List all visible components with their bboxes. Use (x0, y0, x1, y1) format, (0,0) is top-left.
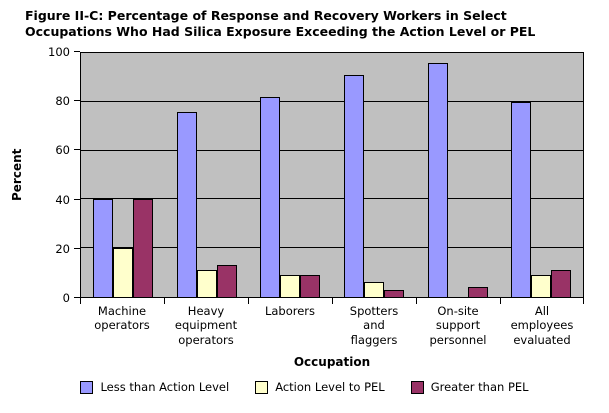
category-labels: Machine operators Heavy equipment operato… (80, 304, 584, 347)
bar-group-5 (416, 53, 500, 297)
y-axis-tick-labels: 0 20 40 60 80 100 (0, 45, 70, 305)
category-label-5: On-site support personnel (429, 304, 487, 347)
bar-series2-group6 (531, 275, 552, 297)
x-boundary-tick-2 (247, 298, 249, 304)
x-boundary-tick-4 (415, 298, 417, 304)
bar-series3-group4 (383, 289, 404, 297)
y-tick-label-80: 80 (55, 94, 70, 109)
bar-groups (81, 53, 583, 297)
y-tick-0 (74, 297, 80, 298)
bar-series1-group3 (260, 96, 281, 297)
bar-group-3 (248, 53, 332, 297)
bar-series2-group3 (280, 275, 301, 297)
legend-label-2: Action Level to PEL (275, 380, 385, 394)
legend-swatch-1 (80, 380, 94, 394)
gridlines (81, 53, 583, 297)
y-tick-label-20: 20 (55, 241, 70, 256)
bar-series3-group1 (132, 199, 153, 297)
y-tick-label-100: 100 (48, 45, 70, 59)
bar-series2-group1 (112, 248, 133, 297)
x-axis-tick-marks (80, 298, 584, 304)
bar-series3-group3 (300, 275, 321, 297)
plot-area (80, 52, 584, 298)
category-label-6: All employees evaluated (510, 304, 574, 347)
y-tick-20 (74, 247, 80, 249)
bar-group-2 (165, 53, 249, 297)
legend-label-1: Less than Action Level (100, 380, 230, 394)
bar-series1-group1 (92, 199, 113, 297)
legend-label-3: Greater than PEL (430, 380, 529, 394)
y-tick-40 (74, 198, 80, 200)
x-boundary-tick-0 (80, 298, 81, 304)
x-boundary-tick-1 (163, 298, 165, 304)
y-tick-label-40: 40 (55, 192, 70, 207)
bar-series3-group5 (467, 287, 488, 297)
y-tick-80 (74, 100, 80, 102)
legend-item-1: Less than Action Level (80, 380, 229, 394)
legend-item-2: Action Level to PEL (255, 380, 385, 394)
y-tick-label-60: 60 (55, 143, 70, 158)
x-axis-title: Occupation (293, 355, 371, 369)
bar-series3-group6 (551, 270, 572, 297)
gridline-60 (81, 149, 583, 151)
bar-group-4 (332, 53, 416, 297)
chart-title-line-2: Occupations Who Had Silica Exposure Exce… (25, 24, 536, 40)
y-axis-tick-marks (74, 51, 80, 298)
bar-series3-group2 (216, 265, 237, 297)
legend: Less than Action Level Action Level to PE… (0, 380, 609, 394)
bar-group-6 (499, 53, 583, 297)
bar-series1-group6 (511, 101, 532, 297)
legend-swatch-2 (255, 380, 269, 394)
bar-group-1 (81, 53, 165, 297)
legend-swatch-3 (410, 380, 424, 394)
gridline-80 (81, 100, 583, 102)
y-tick-60 (74, 149, 80, 151)
category-label-3: Laborers (264, 304, 316, 318)
x-boundary-tick-3 (332, 298, 333, 304)
y-tick-100 (74, 51, 80, 52)
legend-item-3: Greater than PEL (410, 380, 529, 394)
chart-title: Figure II-C: Percentage of Response and … (25, 8, 535, 41)
bar-series1-group2 (176, 111, 197, 297)
category-label-4: Spotters and flaggers (349, 304, 399, 347)
category-label-2: Heavy equipment operators (174, 304, 238, 347)
gridline-40 (81, 198, 583, 200)
x-boundary-tick-5 (500, 298, 501, 304)
bar-series1-group4 (343, 74, 364, 297)
x-boundary-tick-6 (583, 298, 584, 304)
bar-series1-group5 (427, 62, 448, 297)
bar-series2-group4 (363, 282, 384, 297)
bar-series2-group2 (196, 270, 217, 297)
chart-title-line-1: Figure II-C: Percentage of Response and … (25, 8, 507, 23)
category-label-1: Machine operators (94, 304, 150, 333)
gridline-20 (81, 247, 583, 249)
y-tick-label-0: 0 (62, 291, 70, 305)
